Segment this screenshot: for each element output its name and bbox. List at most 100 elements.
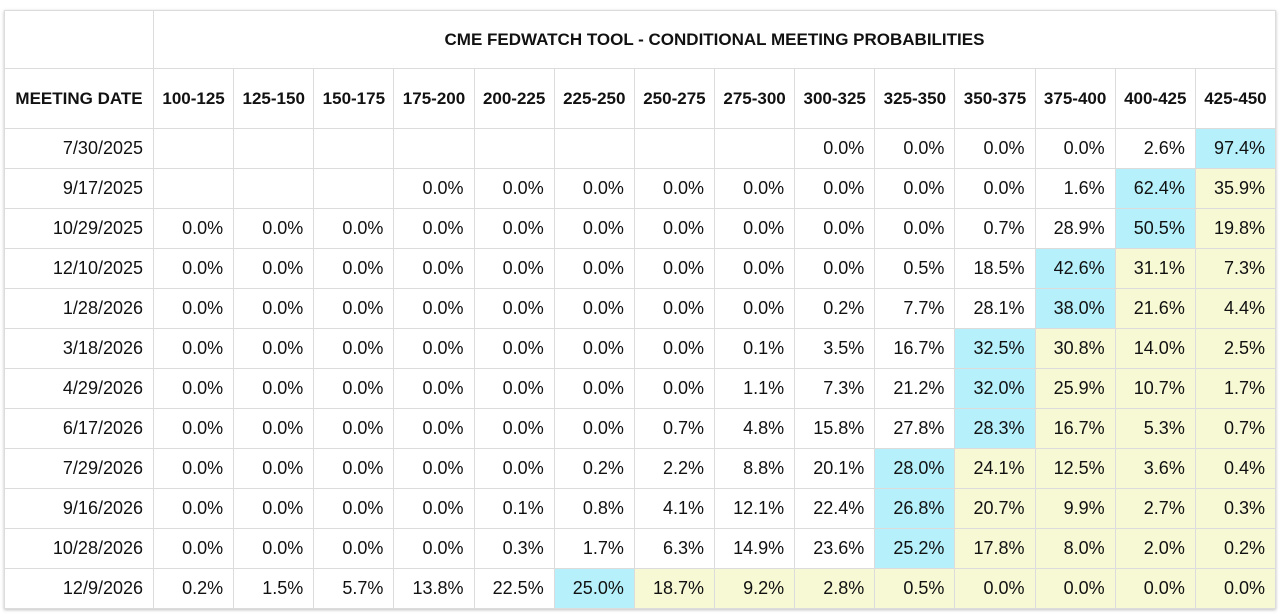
probability-cell: 0.0%: [1034, 568, 1116, 609]
probability-cell: [633, 128, 715, 169]
probability-cell: [553, 128, 635, 169]
probability-cell: 0.0%: [313, 368, 395, 409]
data-row: 10/28/2026 0.0% 0.0% 0.0% 0.0% 0.3% 1.7% 6.3% 14…: [4, 528, 1277, 569]
column-header: 250-275: [633, 68, 715, 129]
probability-cell: 3.5%: [794, 328, 876, 369]
probability-cell: 0.0%: [874, 208, 956, 249]
data-row: 7/30/2025 0.0% 0.0% 0.0% 0.0% 2.6% 97.4%: [4, 128, 1277, 169]
probability-cell: 0.0%: [152, 288, 235, 329]
probability-cell: 0.0%: [633, 248, 715, 289]
corner-cell: [4, 10, 154, 69]
data-row: 6/17/2026 0.0% 0.0% 0.0% 0.0% 0.0% 0.0% 0.7% 4.8…: [4, 408, 1277, 449]
probability-cell: 22.4%: [794, 488, 876, 529]
probability-cell: 0.0%: [393, 208, 475, 249]
probability-cell: 0.0%: [473, 328, 555, 369]
column-header: 400-425: [1114, 68, 1196, 129]
probability-cell: 9.9%: [1034, 488, 1116, 529]
probability-cell: 1.5%: [233, 568, 315, 609]
probability-cell: 0.0%: [954, 128, 1036, 169]
probability-cell: 0.0%: [473, 368, 555, 409]
probability-cell: 0.0%: [874, 128, 956, 169]
column-header: 375-400: [1034, 68, 1116, 129]
probability-cell: 0.1%: [473, 488, 555, 529]
data-row: 7/29/2026 0.0% 0.0% 0.0% 0.0% 0.0% 0.2% 2.2% 8.8…: [4, 448, 1277, 489]
probability-cell: 27.8%: [874, 408, 956, 449]
probability-cell: 1.7%: [553, 528, 635, 569]
probability-cell: 0.0%: [794, 168, 876, 209]
probability-cell: 26.8%: [874, 488, 956, 529]
probability-cell: [473, 128, 555, 169]
probability-cell: 0.0%: [794, 128, 876, 169]
probability-cell: 2.5%: [1194, 328, 1277, 369]
probability-cell: 0.0%: [954, 168, 1036, 209]
probability-cell: [152, 128, 235, 169]
probability-cell: 0.0%: [393, 288, 475, 329]
probability-cell: 31.1%: [1114, 248, 1196, 289]
probability-cell: 0.0%: [313, 208, 395, 249]
probability-cell: 0.0%: [233, 248, 315, 289]
meeting-date: 3/18/2026: [4, 328, 154, 369]
probability-cell: 22.5%: [473, 568, 555, 609]
probability-cell: 50.5%: [1114, 208, 1196, 249]
probability-cell: 0.0%: [233, 408, 315, 449]
probability-cell: 0.0%: [233, 328, 315, 369]
probability-cell: 0.0%: [633, 208, 715, 249]
probability-cell: 0.0%: [313, 488, 395, 529]
probability-cell: 15.8%: [794, 408, 876, 449]
probability-cell: 0.0%: [313, 448, 395, 489]
column-header: 425-450: [1194, 68, 1277, 129]
probability-cell: 97.4%: [1194, 128, 1277, 169]
probability-cell: 28.0%: [874, 448, 956, 489]
probability-cell: 12.1%: [713, 488, 796, 529]
probability-cell: 0.2%: [1194, 528, 1277, 569]
probability-cell: 0.0%: [633, 168, 715, 209]
probability-cell: 0.0%: [1194, 568, 1277, 609]
probability-cell: 0.0%: [954, 568, 1036, 609]
probability-cell: 0.8%: [553, 488, 635, 529]
probability-cell: 18.7%: [633, 568, 715, 609]
probability-cell: 2.7%: [1114, 488, 1196, 529]
probability-cell: 1.1%: [713, 368, 796, 409]
probability-cell: 5.3%: [1114, 408, 1196, 449]
probability-cell: 0.0%: [713, 288, 796, 329]
column-header: 275-300: [713, 68, 796, 129]
probability-cell: 0.0%: [313, 408, 395, 449]
probability-cell: 0.0%: [393, 248, 475, 289]
probability-cell: 8.8%: [713, 448, 796, 489]
probability-cell: 16.7%: [1034, 408, 1116, 449]
probability-cell: 6.3%: [633, 528, 715, 569]
probability-cell: [713, 128, 796, 169]
probability-cell: 0.0%: [313, 328, 395, 369]
probability-cell: 0.0%: [553, 168, 635, 209]
probability-cell: 19.8%: [1194, 208, 1277, 249]
probability-cell: 8.0%: [1034, 528, 1116, 569]
data-row: 4/29/2026 0.0% 0.0% 0.0% 0.0% 0.0% 0.0% 0.0% 1.1…: [4, 368, 1277, 409]
probability-cell: 0.0%: [313, 248, 395, 289]
probability-cell: 0.0%: [152, 448, 235, 489]
table-title: CME FEDWATCH TOOL - CONDITIONAL MEETING …: [153, 10, 1276, 69]
table-body: 7/30/2025 0.0% 0.0% 0.0% 0.0% 2.6% 97.4% 9/17/2…: [4, 128, 1277, 609]
probability-cell: 0.0%: [233, 488, 315, 529]
probability-cell: 0.0%: [152, 328, 235, 369]
probability-cell: 7.7%: [874, 288, 956, 329]
data-row: 3/18/2026 0.0% 0.0% 0.0% 0.0% 0.0% 0.0% 0.0% 0.1…: [4, 328, 1277, 369]
probability-cell: 0.0%: [233, 368, 315, 409]
probability-cell: 7.3%: [794, 368, 876, 409]
probability-cell: 0.0%: [393, 528, 475, 569]
meeting-date: 9/16/2026: [4, 488, 154, 529]
probability-cell: 20.7%: [954, 488, 1036, 529]
probability-cell: [313, 128, 395, 169]
probability-cell: [152, 168, 235, 209]
probability-cell: 0.3%: [1194, 488, 1277, 529]
probability-cell: 0.0%: [553, 208, 635, 249]
meeting-date: 7/29/2026: [4, 448, 154, 489]
probability-cell: 4.8%: [713, 408, 796, 449]
probability-cell: 0.0%: [473, 168, 555, 209]
probability-cell: 0.0%: [713, 248, 796, 289]
probability-cell: 0.1%: [713, 328, 796, 369]
probability-cell: 0.0%: [152, 488, 235, 529]
probability-cell: 0.0%: [1114, 568, 1196, 609]
probability-cell: 0.0%: [233, 288, 315, 329]
probability-cell: 10.7%: [1114, 368, 1196, 409]
